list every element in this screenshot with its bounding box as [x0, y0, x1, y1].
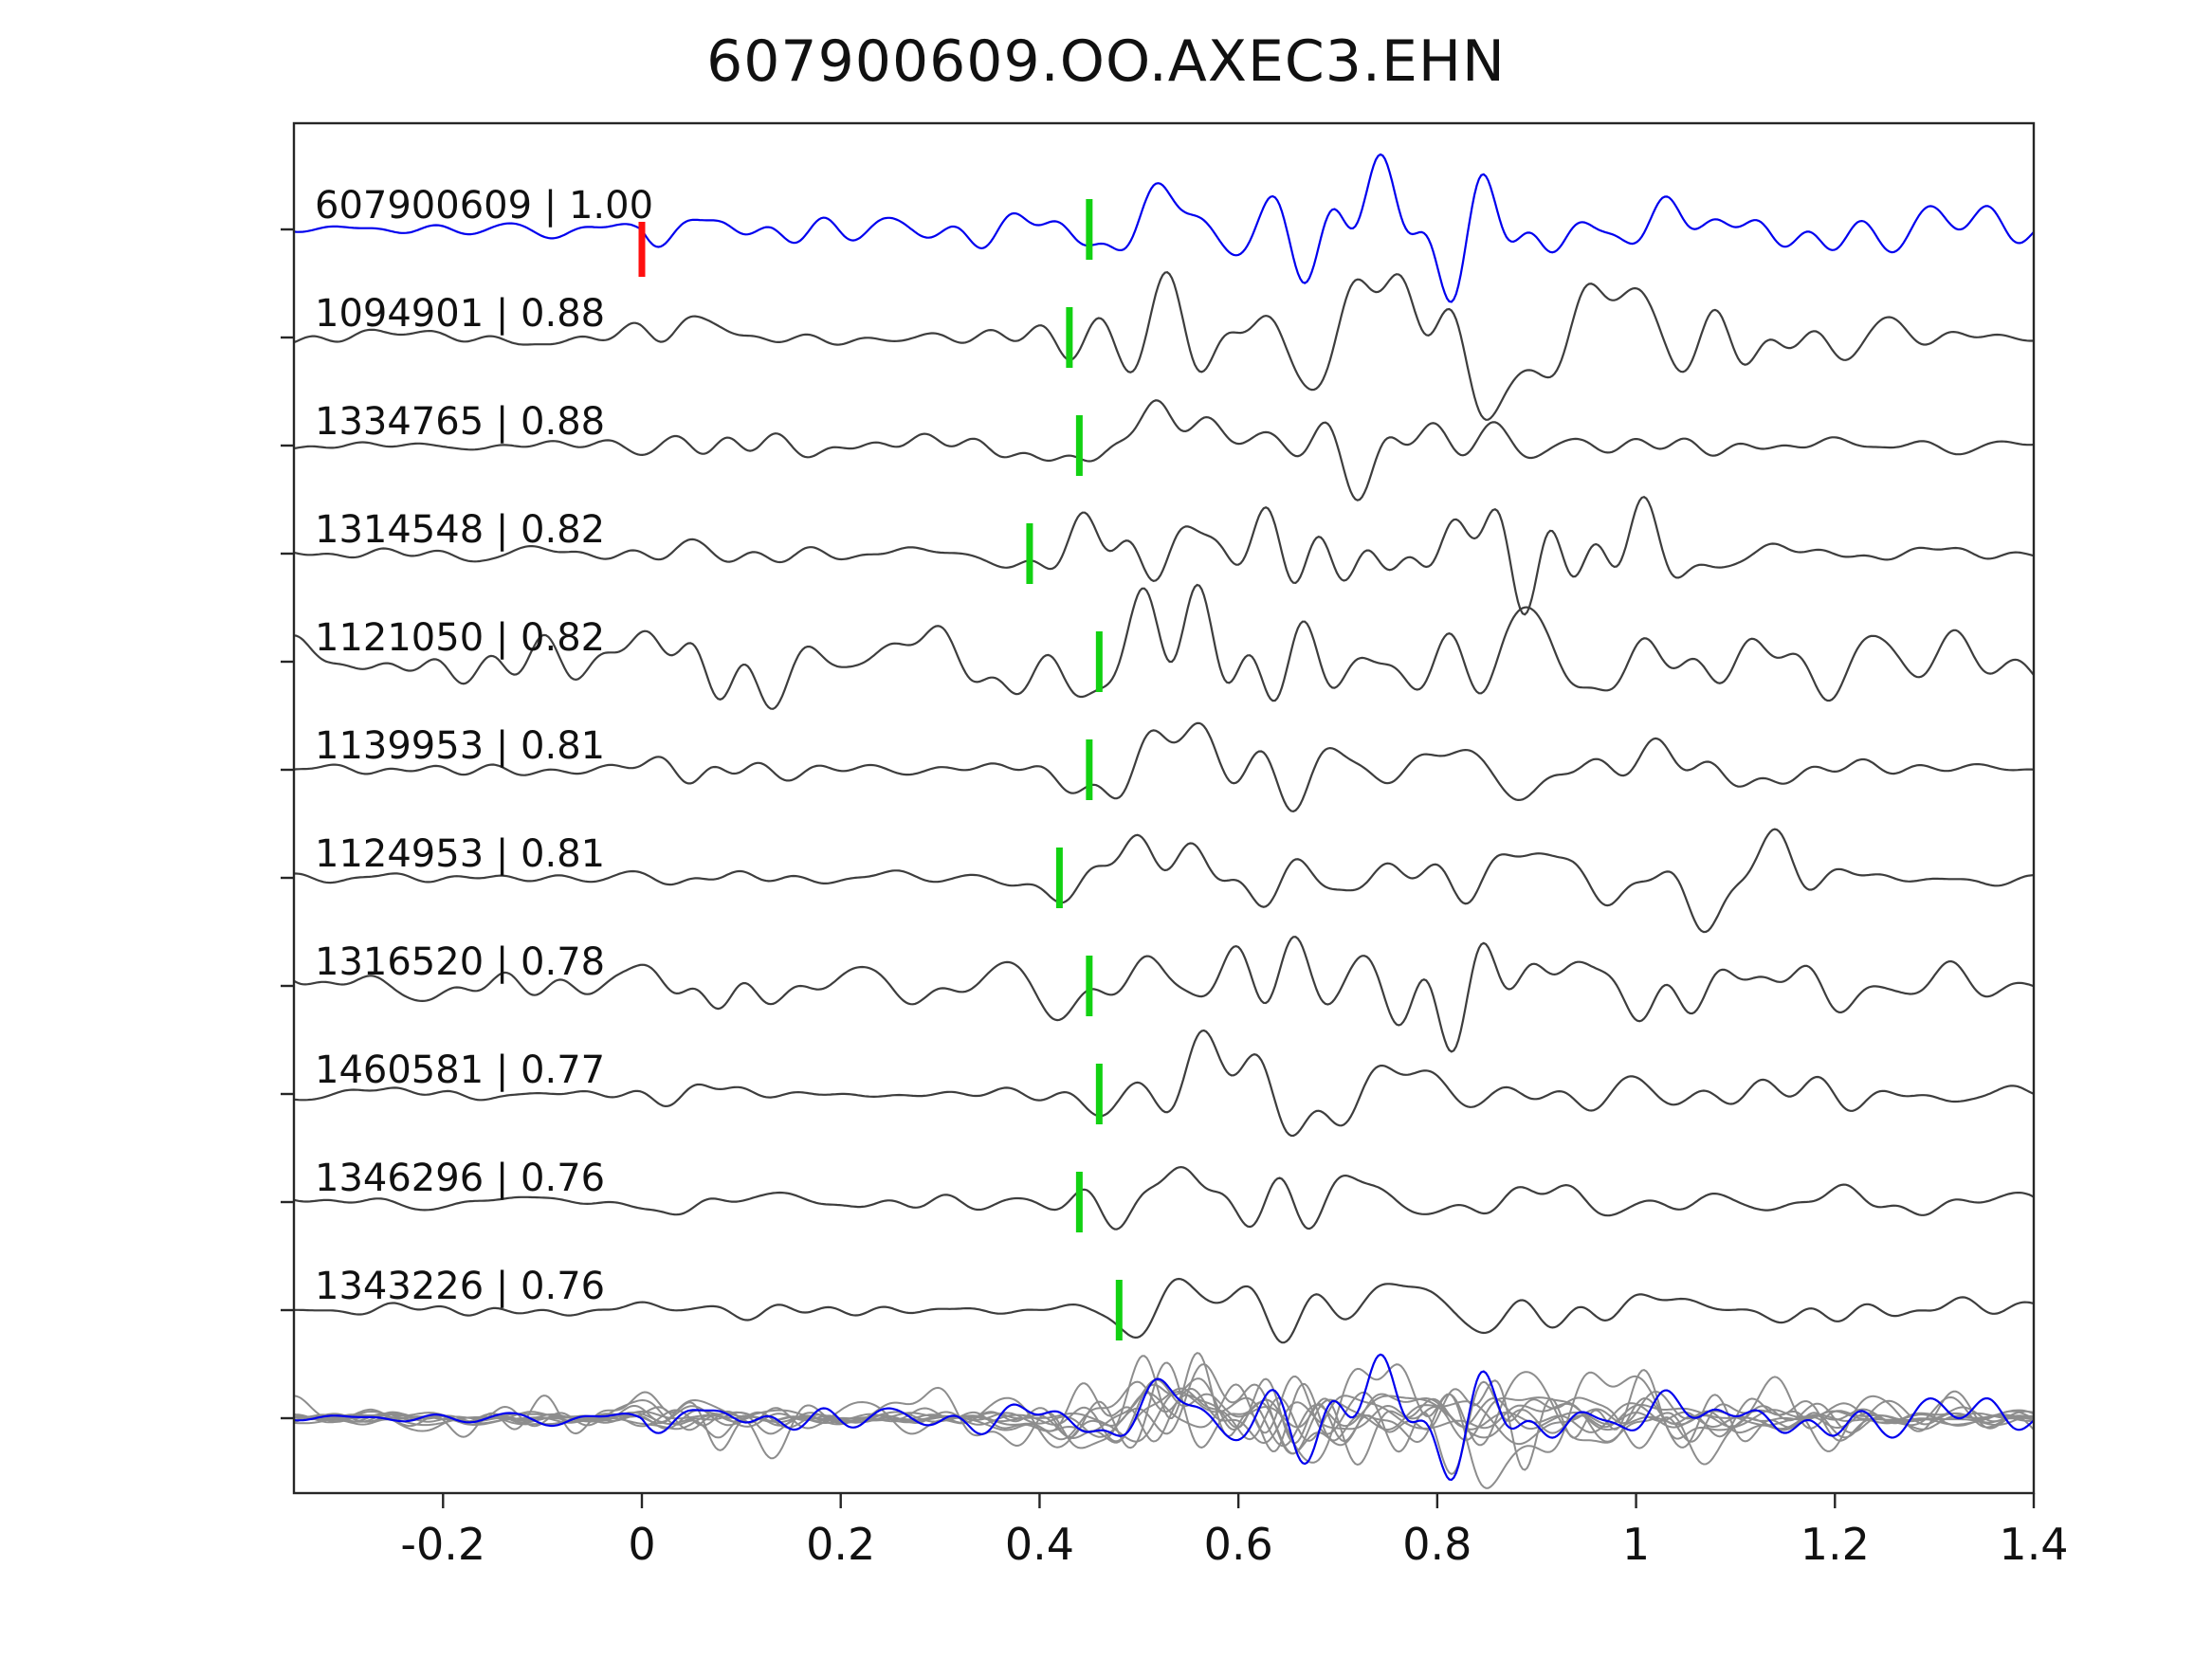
x-tick-label: 1.2	[1801, 1519, 1870, 1570]
match-trace	[294, 495, 2034, 616]
overlay-trace	[294, 1369, 2034, 1471]
overlay-trace	[294, 1390, 2034, 1448]
trace-label: 607900609 | 1.00	[315, 184, 653, 228]
trace-label: 1346296 | 0.76	[315, 1157, 605, 1200]
match-trace	[294, 583, 2034, 710]
trace-label: 1314548 | 0.82	[315, 508, 605, 552]
overlay-reference-trace	[294, 1353, 2034, 1482]
plot-title: 607900609.OO.AXEC3.EHN	[706, 28, 1506, 95]
plot-area	[294, 153, 2034, 1489]
trace-label: 1094901 | 0.88	[315, 292, 605, 336]
trace-label: 1460581 | 0.77	[315, 1048, 605, 1092]
plot-frame	[292, 121, 2036, 1495]
x-tick-label: -0.2	[400, 1519, 485, 1570]
x-tick-label: 0.6	[1204, 1519, 1273, 1570]
trace-label: 1334765 | 0.88	[315, 400, 605, 444]
trace-label: 1124953 | 0.81	[315, 832, 605, 876]
match-trace	[294, 721, 2034, 813]
match-trace	[294, 1277, 2034, 1344]
match-trace	[294, 936, 2034, 1053]
match-trace	[294, 1165, 2034, 1231]
trace-label: 1121050 | 0.82	[315, 616, 605, 660]
x-tick-label: 0.8	[1402, 1519, 1472, 1570]
match-trace	[294, 399, 2034, 501]
match-trace	[294, 271, 2034, 421]
match-trace	[294, 1029, 2034, 1138]
trace-label: 1343226 | 0.76	[315, 1265, 605, 1308]
reference-trace	[294, 153, 2034, 303]
x-tick-label: 1	[1622, 1519, 1650, 1570]
match-trace	[294, 828, 2034, 934]
x-tick-label: 0	[628, 1519, 655, 1570]
trace-label: 1316520 | 0.78	[315, 940, 605, 984]
overlay-trace	[294, 1378, 2034, 1467]
trace-label: 1139953 | 0.81	[315, 724, 605, 768]
overlay-trace	[294, 1352, 2034, 1460]
x-tick-label: 1.4	[1999, 1519, 2068, 1570]
x-tick-label: 0.4	[1005, 1519, 1074, 1570]
x-tick-label: 0.2	[806, 1519, 875, 1570]
